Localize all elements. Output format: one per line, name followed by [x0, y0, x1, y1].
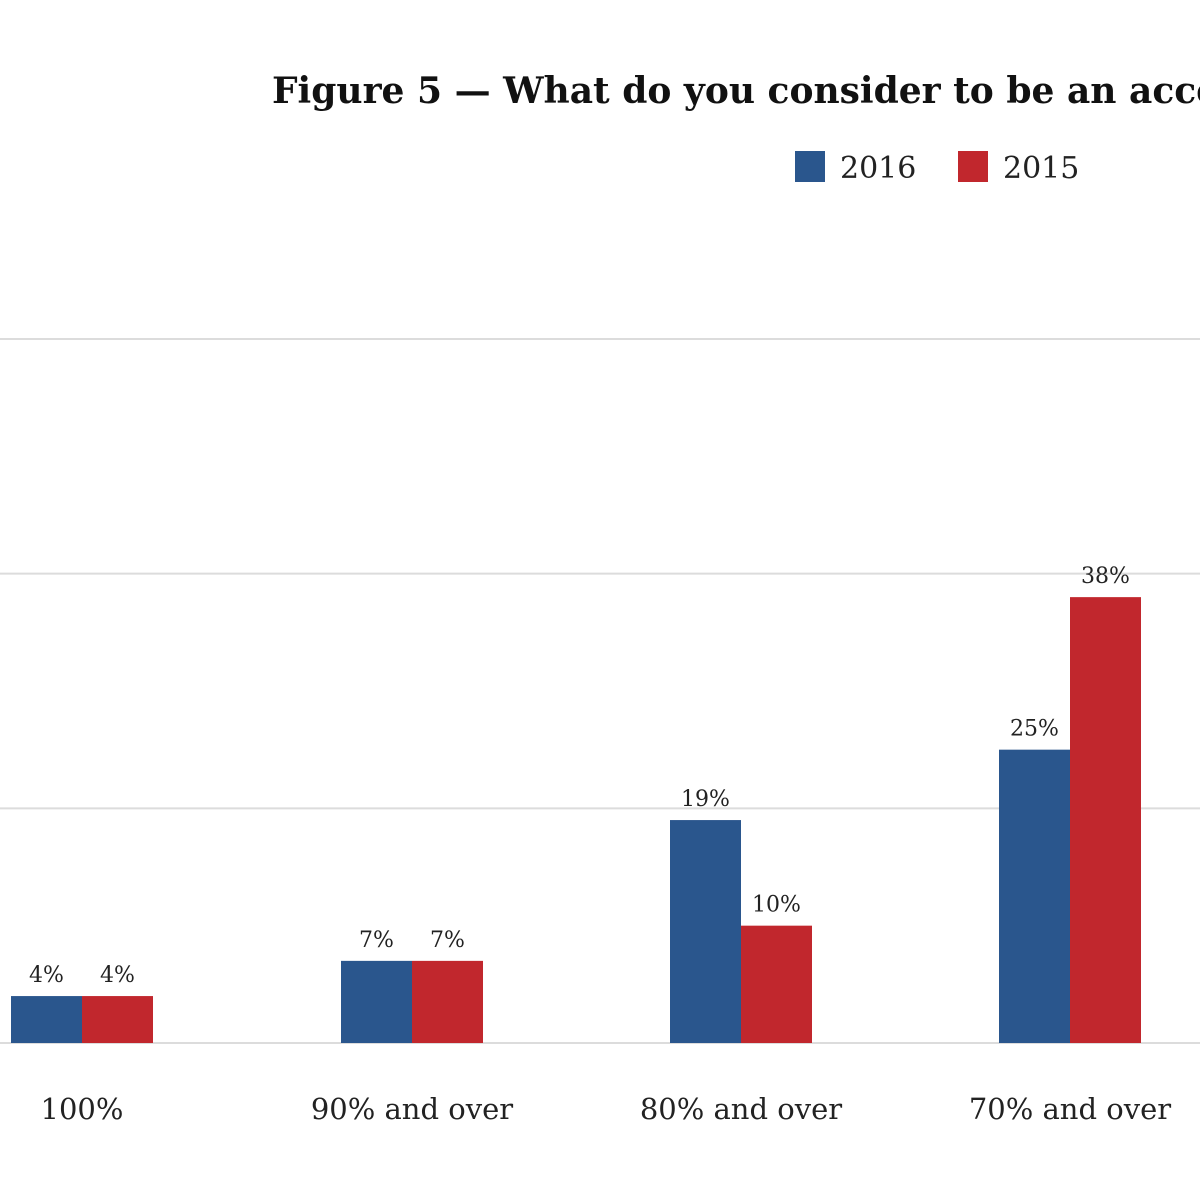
data-labels: 4% 4% 7% 7% 19% 10% 25% 38% [29, 564, 1130, 988]
bar-2015-1 [412, 960, 483, 1043]
bar-2016-0 [11, 996, 82, 1043]
category-label-0: 100% [41, 1092, 124, 1126]
bar-2015-0 [82, 996, 153, 1043]
data-label-2016-1: 7% [359, 928, 394, 953]
data-label-2015-3: 38% [1081, 564, 1130, 589]
bar-2015-3 [1070, 597, 1141, 1043]
category-labels: 100% 90% and over 80% and over 70% and over [41, 1092, 1172, 1126]
bars [11, 597, 1141, 1043]
category-label-2: 80% and over [640, 1092, 842, 1126]
data-label-2015-2: 10% [752, 893, 801, 918]
legend-swatch-2015 [958, 151, 988, 182]
data-label-2016-2: 19% [681, 787, 730, 812]
data-label-2015-0: 4% [100, 963, 135, 988]
category-label-1: 90% and over [311, 1092, 513, 1126]
data-label-2015-1: 7% [430, 928, 465, 953]
legend-swatch-2016 [795, 151, 825, 182]
bar-2015-2 [741, 925, 812, 1043]
bar-2016-1 [341, 960, 412, 1043]
legend-label-2016: 2016 [840, 151, 916, 186]
category-label-3: 70% and over [969, 1092, 1171, 1126]
legend: 2016 2015 [795, 151, 1079, 186]
bar-2016-3 [999, 749, 1070, 1043]
chart-title: Figure 5 — What do you consider to be an… [272, 70, 1200, 112]
legend-label-2015: 2015 [1003, 151, 1079, 186]
data-label-2016-3: 25% [1010, 717, 1059, 742]
bar-2016-2 [670, 820, 741, 1043]
data-label-2016-0: 4% [29, 963, 64, 988]
